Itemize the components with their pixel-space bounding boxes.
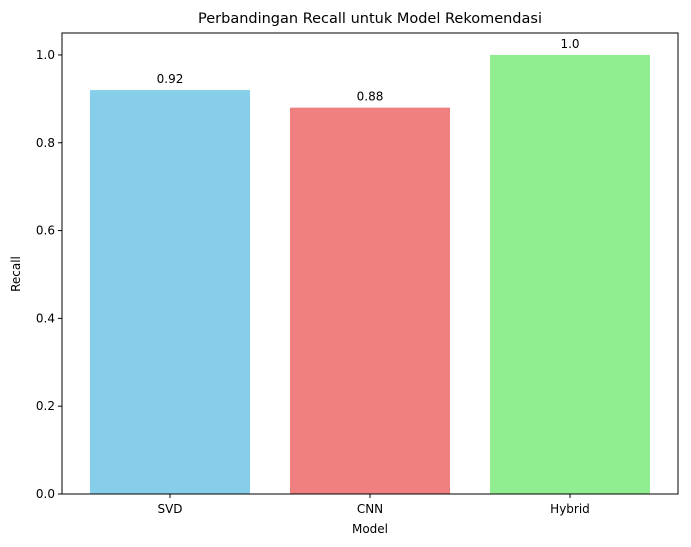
y-axis-label: Recall — [9, 256, 23, 292]
x-axis-ticks: SVD CNN Hybrid — [157, 494, 590, 516]
y-tick-label: 0.2 — [36, 399, 55, 413]
y-tick-label: 0.4 — [36, 311, 55, 325]
bar-hybrid — [490, 54, 650, 494]
x-axis-label: Model — [352, 522, 388, 536]
y-tick-label: 1.0 — [36, 48, 55, 62]
data-label-svd: 0.92 — [157, 72, 184, 86]
x-tick-label-cnn: CNN — [357, 502, 383, 516]
bar-cnn — [290, 107, 450, 494]
y-axis-ticks: 0.0 0.2 0.4 0.6 0.8 1.0 — [36, 48, 62, 501]
x-tick-label-svd: SVD — [157, 502, 182, 516]
y-tick-label: 0.0 — [36, 487, 55, 501]
data-label-hybrid: 1.0 — [560, 37, 579, 51]
y-tick-label: 0.6 — [36, 224, 55, 238]
plot-frame — [61, 32, 679, 495]
bar-svd — [90, 90, 250, 495]
data-label-cnn: 0.88 — [357, 90, 384, 104]
data-labels-group: 0.92 0.88 1.0 — [157, 37, 580, 104]
y-tick-label: 0.8 — [36, 136, 55, 150]
chart-title: Perbandingan Recall untuk Model Rekomend… — [198, 11, 542, 27]
x-tick-label-hybrid: Hybrid — [550, 502, 590, 516]
bars-group — [90, 54, 650, 495]
